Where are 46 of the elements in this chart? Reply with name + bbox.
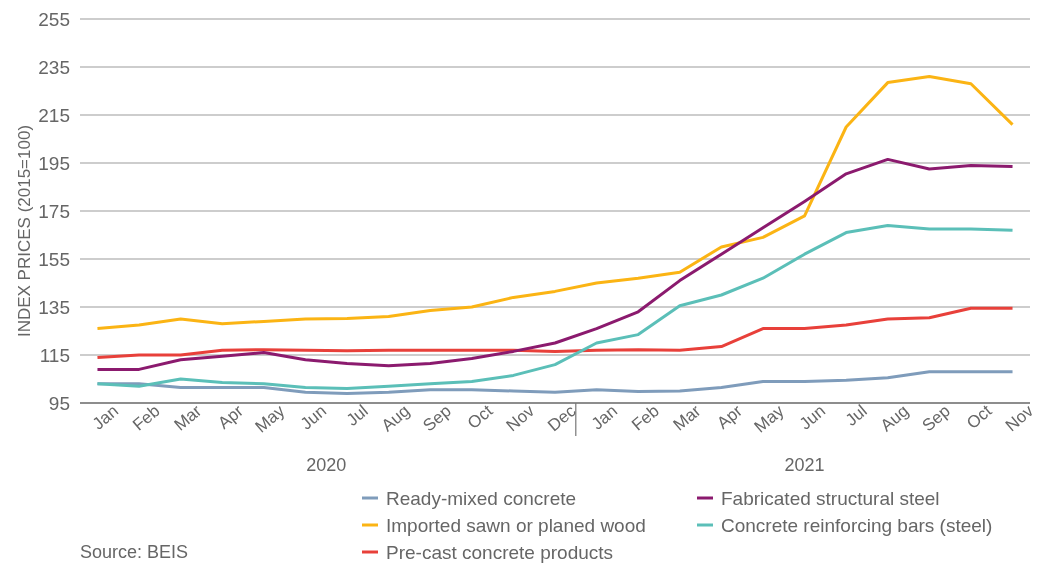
y-tick-label: 235	[38, 56, 70, 78]
x-tick-label: Apr	[713, 401, 747, 433]
x-tick-label: Nov	[502, 400, 539, 436]
x-tick-label: Aug	[876, 401, 913, 436]
x-tick-label: Jul	[841, 401, 871, 430]
x-tick-label: Feb	[128, 401, 164, 435]
x-tick-label: Jun	[296, 401, 331, 434]
legend-label: Concrete reinforcing bars (steel)	[721, 515, 993, 536]
x-tick-label: Apr	[214, 401, 248, 433]
legend-label: Ready-mixed concrete	[386, 488, 577, 509]
line-series	[95, 370, 1015, 395]
x-tick-label: Jan	[88, 401, 123, 434]
y-tick-label: 175	[38, 200, 70, 222]
x-tick-label: Jun	[795, 401, 830, 434]
x-tick-label: May	[251, 400, 289, 437]
y-tick-label: 95	[48, 392, 70, 414]
y-tick-label: 215	[38, 104, 70, 126]
line-series	[95, 223, 1015, 391]
y-tick-label: 255	[38, 8, 70, 30]
x-tick-label: Mar	[669, 401, 705, 435]
text: 2020	[306, 455, 347, 475]
x-tick-label: Feb	[628, 401, 663, 435]
x-tick-label: Aug	[377, 401, 414, 436]
y-tick-label: 155	[38, 248, 70, 270]
line-series	[95, 75, 1015, 331]
x-tick-label: Mar	[170, 401, 206, 435]
source-note: Source: BEIS	[80, 542, 189, 562]
x-tick-label: Sep	[918, 401, 954, 436]
x-tick-label: Sep	[419, 401, 455, 436]
x-tick-label: Oct	[963, 401, 996, 433]
y-tick-label: 135	[38, 296, 70, 318]
x-tick-label: May	[750, 400, 788, 437]
legend-label: Pre-cast concrete products	[386, 542, 614, 563]
x-tick-label: Oct	[463, 401, 497, 433]
x-tick-label: Jul	[342, 401, 372, 430]
y-tick-label: 115	[39, 344, 70, 366]
legend-label: Fabricated structural steel	[721, 488, 940, 509]
text: 2021	[784, 455, 825, 475]
y-axis-title: INDEX PRICES (2015=100)	[15, 124, 34, 338]
x-tick-label: Jan	[587, 401, 622, 434]
x-tick-label: Dec	[544, 400, 580, 436]
y-tick-label: 195	[38, 152, 70, 174]
x-tick-label: Nov	[1001, 400, 1038, 436]
legend-label: Imported sawn or planed wood	[386, 515, 646, 536]
line-series	[95, 306, 1015, 359]
line-series	[95, 157, 1015, 371]
